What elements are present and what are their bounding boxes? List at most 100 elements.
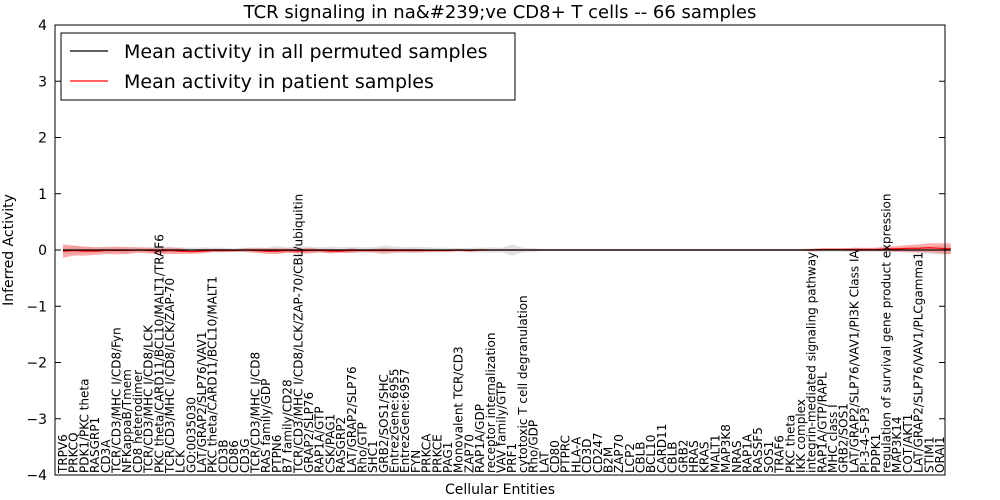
- x-axis-label: Cellular Entities: [445, 482, 555, 498]
- x-tick-label: VAV family/GTP: [495, 382, 509, 473]
- y-tick-label: −1: [26, 299, 47, 315]
- x-tick-label: IKK complex: [794, 399, 808, 473]
- x-tick-label: CD80: [548, 440, 562, 473]
- x-tick-label: CD8 heterodimer: [131, 370, 145, 473]
- x-tick-label: TCR/CD3/MHC I/CD8/Fyn: [109, 327, 123, 474]
- x-tick-label: SOS1: [762, 441, 776, 473]
- x-tick-label: PRKCE: [430, 434, 444, 473]
- x-tick-label: GO:0035030: [184, 397, 198, 473]
- x-tick-label: TCR/CD3/MHC I/CD8/LCK: [142, 324, 156, 474]
- x-tick-label: TRAF6: [773, 435, 787, 474]
- x-tick-label: CARD11: [655, 424, 669, 473]
- x-tick-label: TCR/CD3/MHC I/CD8: [249, 352, 263, 474]
- legend-label-permuted: Mean activity in all permuted samples: [124, 41, 487, 63]
- x-tick-label: CD3A: [99, 439, 113, 473]
- x-tick-label: COT/AKT1: [901, 414, 915, 473]
- x-tick-label: LAT/GRAP2/SLP76/VAV1/PI3K Class IA: [847, 249, 861, 473]
- x-tick-label: LCP2: [623, 443, 637, 473]
- line-layer: [62, 247, 951, 253]
- x-tick-label: CD3B: [216, 440, 230, 474]
- x-tick-label: LAT/GRAP2/SLP76: [345, 366, 359, 473]
- x-tick-label: PRKCQ: [67, 432, 81, 473]
- x-tick-label: CD3D: [580, 439, 594, 474]
- x-tick-label: RAP1A/GTP/RAPL: [815, 372, 829, 473]
- x-tick-label: RASGRP2: [334, 417, 348, 473]
- x-tick-label: PKC theta/CARD11/BCL10/MALT1/TRAF6: [152, 234, 166, 473]
- x-tick-label: PRKCA: [420, 433, 434, 473]
- x-tick-label: RAP1A/GDP: [473, 404, 487, 473]
- x-tick-label: B7 family/CD28: [281, 379, 295, 473]
- x-tick-label: PDPK1: [869, 434, 883, 473]
- y-tick-label: −3: [26, 412, 47, 428]
- x-tick-label: LAT/GRAP2/SLP76/VAV1/PLCgamma1: [912, 252, 926, 473]
- x-tick-label: CBLB: [634, 441, 648, 473]
- x-tick-label: CD3G: [238, 438, 252, 473]
- x-tick-label: PKC theta/CARD11/BCL10/MALT1: [206, 276, 220, 473]
- x-tick-label: RASSF5: [751, 427, 765, 473]
- x-tick-label: Monovalent TCR/CD3: [452, 346, 466, 473]
- x-tick-label: GRB2/SOS1: [837, 403, 851, 473]
- x-tick-label: EntrezGene:6955: [388, 369, 402, 474]
- x-tick-label: RAS family/GDP: [259, 379, 273, 473]
- x-tick-label: GRB2/SOS1/SHC: [377, 374, 391, 473]
- y-tick-label: 2: [38, 131, 47, 147]
- y-tick-label: −4: [26, 468, 47, 484]
- legend-box: [60, 32, 516, 101]
- y-axis: −4 −3 −2 −1 0 1 2 3 4: [26, 18, 945, 484]
- x-tick-label: CSK/PAG1: [323, 414, 337, 473]
- x-tick-label: BCL10: [644, 435, 658, 473]
- x-tick-label: PTPN6: [270, 435, 284, 473]
- x-tick-label: GRB2: [676, 439, 690, 473]
- legend: Mean activity in all permuted samples Me…: [60, 32, 516, 101]
- x-tick-label: cytotoxic T cell degranulation: [516, 295, 530, 473]
- x-tick-label: GRAP2/SLP76: [302, 392, 316, 473]
- x-tick-label: NFKappaB/Tmem: [120, 369, 134, 473]
- x-tick-label: integrin-mediated signaling pathway: [805, 252, 819, 473]
- x-tick-label: PRF1: [505, 443, 519, 473]
- x-tick-label: PDK1/PKC theta: [77, 379, 91, 473]
- y-axis-label: Inferred Activity: [1, 194, 17, 306]
- x-tick-label: CBLB: [666, 441, 680, 473]
- x-tick-label: ZAP70: [462, 434, 476, 473]
- x-tick-label: PTPRC: [559, 435, 573, 473]
- x-tick-label: EntrezGene:6957: [398, 369, 412, 474]
- x-tick-label: HLA-A: [569, 436, 583, 473]
- x-tick-label: RAP1A/GTP: [313, 406, 327, 473]
- x-tick-label: RAP1A: [740, 433, 754, 473]
- x-tick-label: ORAI1: [933, 436, 947, 473]
- x-tick-label: SHC1: [366, 440, 380, 473]
- x-tick-label: Rho/GTP: [355, 422, 369, 473]
- x-tick-label: RASGRP1: [88, 417, 102, 473]
- y-tick-label: 4: [38, 18, 47, 34]
- y-tick-label: −2: [26, 356, 47, 372]
- y-tick-label: 0: [38, 243, 47, 259]
- x-tick-label: HRAS: [687, 440, 701, 473]
- x-tick-label: KRAS: [698, 441, 712, 473]
- x-tick-label: MAP3K8: [719, 424, 733, 473]
- legend-label-patient: Mean activity in patient samples: [124, 71, 434, 93]
- x-tick-label: PAG1: [441, 442, 455, 473]
- x-tick-label: regulation of survival gene product expr…: [880, 194, 894, 473]
- x-tick-label: PKC theta: [783, 415, 797, 473]
- x-tick-label: LCK: [174, 449, 188, 473]
- x-tick-label: MAP3K14: [890, 416, 904, 473]
- x-tick-label: MHC class I: [826, 404, 840, 473]
- chart-title: TCR signaling in na&#239;ve CD8+ T cells…: [243, 2, 757, 23]
- x-tick-label: TCR/CD3/MHC I/CD8/LCK/ZAP-70/CBL/ubiquit…: [291, 194, 305, 474]
- x-tick-label: PI-3-4-5-P3: [858, 407, 872, 473]
- x-tick-label: TRPV6: [56, 434, 70, 474]
- y-tick-label: 1: [38, 187, 47, 203]
- plot-frame: [54, 24, 946, 476]
- x-tick-label: CD86: [227, 440, 241, 473]
- x-tick-label: STIM1: [922, 437, 936, 473]
- x-tick-label: NRAS: [730, 440, 744, 473]
- x-tick-label: Rho/GDP: [527, 420, 541, 473]
- x-tick-label: TCR/CD3/MHC I/CD8/LCK/ZAP-70: [163, 278, 177, 474]
- x-tick-label: MALT1: [708, 434, 722, 473]
- y-tick-label: 3: [38, 74, 47, 90]
- x-tick-label: ZAP70: [612, 434, 626, 473]
- x-tick-label: FYN: [409, 450, 423, 473]
- x-tick-label: CD247: [591, 432, 605, 473]
